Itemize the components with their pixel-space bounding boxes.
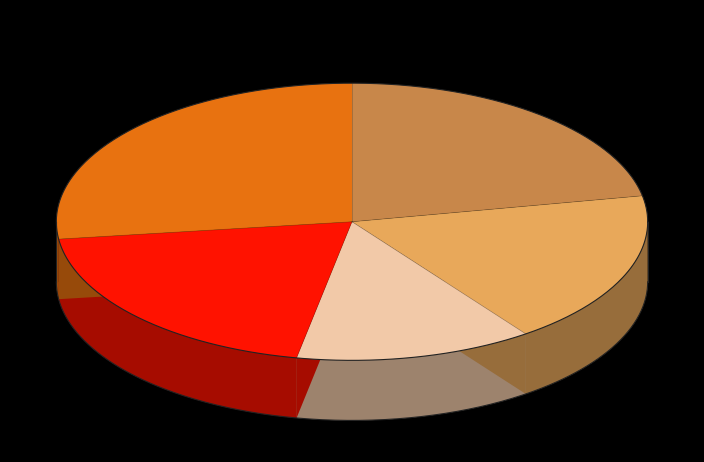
Polygon shape [56, 83, 352, 239]
Polygon shape [58, 222, 352, 299]
Polygon shape [296, 222, 352, 418]
Polygon shape [296, 334, 526, 420]
Polygon shape [352, 282, 648, 394]
Polygon shape [352, 222, 526, 394]
Polygon shape [56, 282, 352, 299]
Polygon shape [352, 83, 643, 222]
Polygon shape [58, 282, 352, 418]
Polygon shape [296, 222, 352, 418]
Polygon shape [58, 222, 352, 299]
Polygon shape [58, 222, 352, 358]
Polygon shape [56, 222, 58, 299]
Polygon shape [526, 222, 648, 394]
Polygon shape [296, 282, 526, 420]
Polygon shape [58, 239, 296, 418]
Polygon shape [352, 222, 526, 394]
Polygon shape [352, 196, 648, 334]
Polygon shape [296, 222, 526, 360]
